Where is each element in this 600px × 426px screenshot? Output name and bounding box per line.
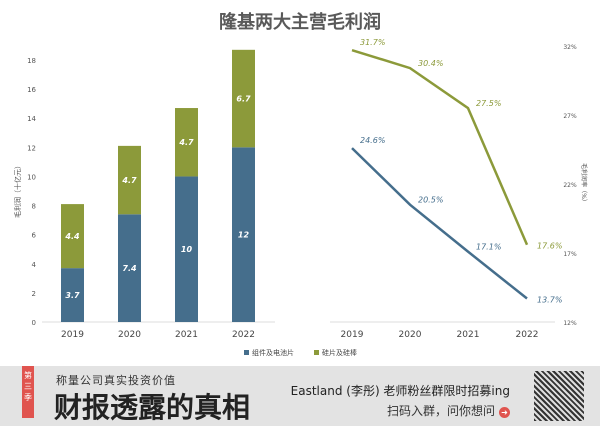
bar-segment xyxy=(175,108,198,177)
bar-segment xyxy=(118,145,141,215)
bar-value-label: 6.7 xyxy=(236,95,251,104)
x2-tick-label: 2020 xyxy=(399,330,422,340)
x-tick-label: 2022 xyxy=(232,330,255,340)
y2-tick-label: 32% xyxy=(563,44,577,51)
x-tick-label: 2021 xyxy=(175,330,198,340)
bar-value-label: 4.4 xyxy=(64,232,80,241)
legend-label: 组件及电池片 xyxy=(252,348,294,357)
point-label: 20.5% xyxy=(418,196,443,205)
promo-text: Eastland (李彤) 老师粉丝群限时招募ing xyxy=(290,384,510,398)
point-label: 17.6% xyxy=(537,242,562,251)
promo-cta-text: 扫码入群，问你想问 xyxy=(386,404,495,418)
x-tick-label: 2019 xyxy=(61,330,84,340)
point-label: 13.7% xyxy=(537,296,562,305)
x2-tick-label: 2021 xyxy=(457,330,480,340)
bar-segment xyxy=(61,268,84,322)
series-line xyxy=(351,48,529,246)
point-label: 24.6% xyxy=(360,136,385,145)
x2-tick-label: 2019 xyxy=(341,330,364,340)
chart-area: 0 2 4 6 8 10 12 14 16 18 毛利润（十亿元） 3.7 4.4 2019 7.4 4.7 2… xyxy=(13,38,588,357)
banner-headline: 财报透露的真相 xyxy=(54,391,251,424)
legend-swatch xyxy=(244,350,249,355)
bar-segment xyxy=(232,49,255,148)
promo-cta[interactable]: 扫码入群，问你想问 ➜ xyxy=(387,402,510,419)
y-tick-label: 0 xyxy=(32,319,36,327)
y2-axis-label: 毛利润率（%） xyxy=(580,163,588,205)
y-tick-label: 8 xyxy=(32,203,36,211)
bar-value-label: 4.7 xyxy=(178,138,194,147)
bar-value-label: 12 xyxy=(238,231,250,240)
y-tick-label: 12 xyxy=(27,144,36,152)
x-tick-label: 2020 xyxy=(118,330,141,340)
y-tick-label: 6 xyxy=(32,232,37,240)
point-label: 30.4% xyxy=(418,59,443,68)
bar-value-label: 7.4 xyxy=(122,264,137,273)
bar-segment xyxy=(175,176,198,322)
arrow-right-icon: ➜ xyxy=(499,407,510,418)
point-label: 27.5% xyxy=(476,99,501,108)
season-tag: 第三季 xyxy=(22,366,34,418)
bar-value-label: 3.7 xyxy=(65,291,80,300)
y-tick-label: 10 xyxy=(27,173,36,181)
legend-swatch xyxy=(314,350,319,355)
y-tick-label: 2 xyxy=(32,290,36,298)
qr-code xyxy=(534,371,584,421)
banner-subtitle: 称量公司真实投资价值 xyxy=(56,374,176,387)
y-tick-label: 16 xyxy=(27,86,36,94)
bar-segment xyxy=(118,214,141,322)
bar-segment xyxy=(61,204,84,269)
y2-tick-label: 22% xyxy=(563,182,577,189)
y-tick-label: 18 xyxy=(27,57,36,65)
chart-title: 隆基两大主营毛利润 xyxy=(219,12,381,33)
y-tick-label: 4 xyxy=(32,261,37,269)
y2-tick-label: 17% xyxy=(563,251,577,258)
legend-label: 硅片及硅棒 xyxy=(322,348,357,357)
bar-value-label: 4.7 xyxy=(121,176,137,185)
bar-value-label: 10 xyxy=(181,245,193,254)
y2-tick-label: 27% xyxy=(563,113,577,120)
point-label: 31.7% xyxy=(360,38,385,47)
bar-segment xyxy=(232,147,255,322)
x2-tick-label: 2022 xyxy=(516,330,539,340)
y-axis-label: 毛利润（十亿元） xyxy=(13,162,22,218)
point-label: 17.1% xyxy=(476,243,501,252)
y-tick-label: 14 xyxy=(27,115,36,123)
promo-banner[interactable]: 第三季 称量公司真实投资价值 财报透露的真相 Eastland (李彤) 老师粉… xyxy=(0,366,600,426)
series-line xyxy=(351,147,528,300)
y2-tick-label: 12% xyxy=(563,320,577,327)
